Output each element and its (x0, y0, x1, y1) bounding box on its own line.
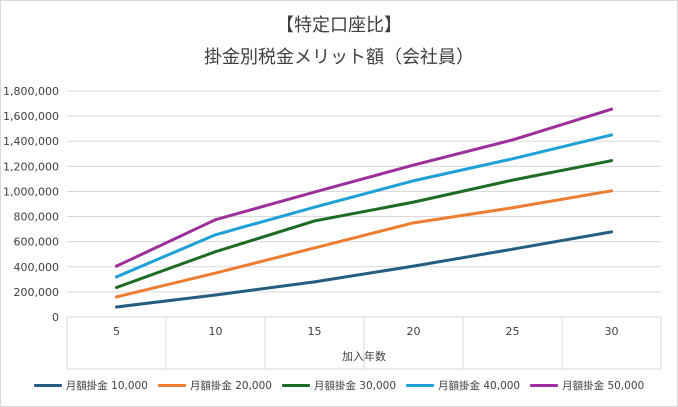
data-point (412, 163, 415, 167)
y-tick-label: 600,000 (14, 236, 60, 249)
series-line-1 (115, 230, 613, 309)
data-point (610, 159, 613, 163)
legend-label: 月額掛金 40,000 (438, 380, 521, 392)
data-point (313, 190, 316, 194)
data-point (313, 246, 316, 250)
data-point (313, 280, 316, 284)
gridlines (67, 90, 661, 318)
x-tick-label: 30 (605, 325, 619, 338)
legend-label: 月額掛金 20,000 (189, 380, 272, 392)
data-point (412, 179, 415, 183)
x-tick-label: 25 (506, 325, 520, 338)
legend-item-2: 月額掛金 20,000 (157, 378, 272, 393)
x-tick-label: 5 (113, 325, 120, 338)
x-tick-label: 10 (209, 325, 223, 338)
series-line-4 (115, 133, 613, 279)
series-line-2 (115, 189, 613, 299)
legend-item-3: 月額掛金 30,000 (281, 378, 397, 393)
y-tick-label: 1,000,000 (3, 185, 59, 198)
legend-swatch (281, 384, 310, 387)
data-point (115, 264, 118, 268)
chart-subtitle: 掛金別税金メリット額（会社員） (204, 47, 474, 68)
data-point (511, 206, 514, 210)
data-point (511, 138, 514, 142)
data-point (610, 230, 613, 234)
data-point (214, 233, 217, 237)
legend-swatch (157, 384, 186, 387)
data-point (412, 264, 415, 268)
data-point (610, 189, 613, 193)
data-point (214, 250, 217, 254)
x-axis: 5 10 15 20 25 30 (66, 316, 662, 370)
data-point (214, 218, 217, 222)
data-point (214, 293, 217, 297)
legend: 月額掛金 10,000 月額掛金 20,000 月額掛金 30,000 月額掛金 40… (1, 378, 677, 393)
legend-label: 月額掛金 10,000 (65, 380, 148, 392)
series-lines (115, 107, 613, 309)
data-point (412, 221, 415, 225)
x-tick-label: 20 (407, 325, 421, 338)
chart-title: 【特定口座比】 (276, 15, 402, 36)
data-point (313, 205, 316, 209)
data-point (511, 157, 514, 161)
legend-swatch (530, 384, 559, 387)
data-point (115, 285, 118, 289)
series-line-5 (115, 107, 613, 268)
legend-swatch (33, 384, 62, 387)
legend-item-5: 月額掛金 50,000 (530, 378, 644, 393)
y-tick-label: 1,400,000 (3, 135, 59, 148)
x-tick-label: 15 (308, 325, 322, 338)
data-point (214, 271, 217, 275)
data-point (313, 219, 316, 223)
y-tick-label: 0 (52, 311, 59, 324)
y-tick-label: 1,800,000 (3, 85, 59, 98)
legend-label: 月額掛金 30,000 (313, 380, 397, 392)
y-tick-label: 200,000 (14, 286, 60, 299)
x-axis-title: 加入年数 (342, 349, 386, 363)
y-tick-label: 400,000 (14, 261, 60, 274)
data-point (511, 247, 514, 251)
data-point (412, 200, 415, 204)
data-point (115, 295, 118, 299)
legend-item-1: 月額掛金 10,000 (33, 378, 148, 393)
legend-label: 月額掛金 50,000 (562, 380, 645, 392)
data-point (610, 107, 613, 111)
y-tick-label: 800,000 (14, 211, 60, 224)
y-tick-label: 1,200,000 (3, 160, 59, 173)
y-tick-label: 1,600,000 (3, 110, 59, 123)
data-point (610, 133, 613, 137)
data-point (115, 305, 118, 309)
data-point (115, 275, 118, 279)
y-axis-ticks: 0 200,000 400,000 600,000 800,000 1,000,000 1,… (3, 85, 59, 324)
legend-swatch (406, 384, 435, 387)
series-line-3 (115, 159, 613, 289)
legend-item-4: 月額掛金 40,000 (406, 378, 520, 393)
data-point (511, 178, 514, 182)
